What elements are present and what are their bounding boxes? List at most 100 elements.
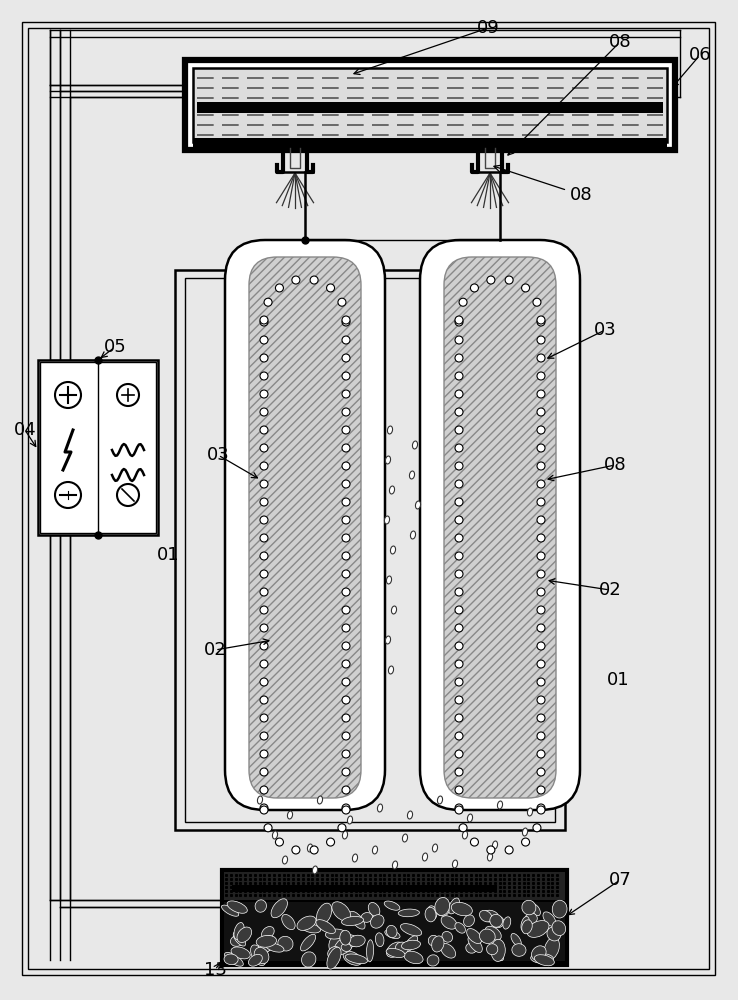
Ellipse shape [523,828,528,836]
Ellipse shape [224,952,244,966]
Circle shape [260,516,268,524]
Bar [193,138,667,148]
Text: 02: 02 [599,581,621,599]
Ellipse shape [425,907,436,922]
Circle shape [55,482,81,508]
Ellipse shape [503,917,511,929]
Ellipse shape [511,933,521,946]
Ellipse shape [438,796,443,804]
Ellipse shape [432,844,438,852]
Circle shape [260,480,268,488]
Circle shape [455,642,463,650]
Text: 08: 08 [609,33,631,51]
Ellipse shape [390,486,395,494]
Ellipse shape [312,866,317,874]
Ellipse shape [427,955,439,966]
Circle shape [342,750,350,758]
Ellipse shape [302,952,316,967]
Ellipse shape [497,801,503,809]
Ellipse shape [391,606,396,614]
Ellipse shape [325,929,345,939]
Ellipse shape [463,831,468,839]
Circle shape [505,276,513,284]
Ellipse shape [385,636,390,644]
Circle shape [537,750,545,758]
Circle shape [342,660,350,668]
Circle shape [455,588,463,596]
Circle shape [342,408,350,416]
Circle shape [455,570,463,578]
Ellipse shape [341,934,359,946]
Circle shape [260,768,268,776]
Ellipse shape [224,954,238,965]
Ellipse shape [384,901,400,910]
Circle shape [260,750,268,758]
Ellipse shape [490,914,503,927]
Ellipse shape [373,846,378,854]
Circle shape [537,768,545,776]
Ellipse shape [441,943,455,958]
Circle shape [260,534,268,542]
Circle shape [338,824,346,832]
Circle shape [342,354,350,362]
Ellipse shape [415,501,421,509]
Bar [175,270,565,830]
Ellipse shape [254,947,269,964]
Bar [40,362,156,533]
Ellipse shape [255,900,266,912]
Circle shape [537,390,545,398]
Circle shape [455,714,463,722]
Circle shape [455,408,463,416]
Ellipse shape [393,861,398,869]
Ellipse shape [525,913,537,924]
Circle shape [537,696,545,704]
Ellipse shape [396,942,408,954]
Text: 01: 01 [156,546,179,564]
Circle shape [260,444,268,452]
Circle shape [260,660,268,668]
Circle shape [455,534,463,542]
Circle shape [522,838,530,846]
Ellipse shape [387,942,404,957]
Circle shape [537,660,545,668]
Ellipse shape [341,943,351,951]
Ellipse shape [384,516,390,524]
Bar [222,870,567,965]
Circle shape [342,336,350,344]
Circle shape [459,824,467,832]
Circle shape [537,642,545,650]
Bar [224,872,565,900]
Ellipse shape [399,909,419,917]
Ellipse shape [522,900,536,915]
Ellipse shape [342,831,348,839]
Ellipse shape [531,953,554,963]
Circle shape [310,846,318,854]
Ellipse shape [435,897,449,915]
Circle shape [537,534,545,542]
Circle shape [455,660,463,668]
Circle shape [260,318,268,326]
Ellipse shape [466,929,482,944]
Ellipse shape [521,916,529,931]
Ellipse shape [455,923,466,933]
Circle shape [260,806,268,814]
Ellipse shape [552,900,567,918]
Circle shape [342,678,350,686]
Ellipse shape [404,951,423,964]
Ellipse shape [492,841,497,849]
Ellipse shape [413,441,418,449]
Circle shape [260,336,268,344]
Text: 05: 05 [103,338,126,356]
Circle shape [342,426,350,434]
Ellipse shape [361,913,373,922]
Circle shape [342,498,350,506]
Ellipse shape [377,804,382,812]
Circle shape [326,284,334,292]
Ellipse shape [480,910,492,922]
Ellipse shape [348,816,353,824]
Circle shape [537,372,545,380]
Ellipse shape [367,940,373,962]
Circle shape [260,552,268,560]
Circle shape [260,714,268,722]
Ellipse shape [485,926,501,940]
